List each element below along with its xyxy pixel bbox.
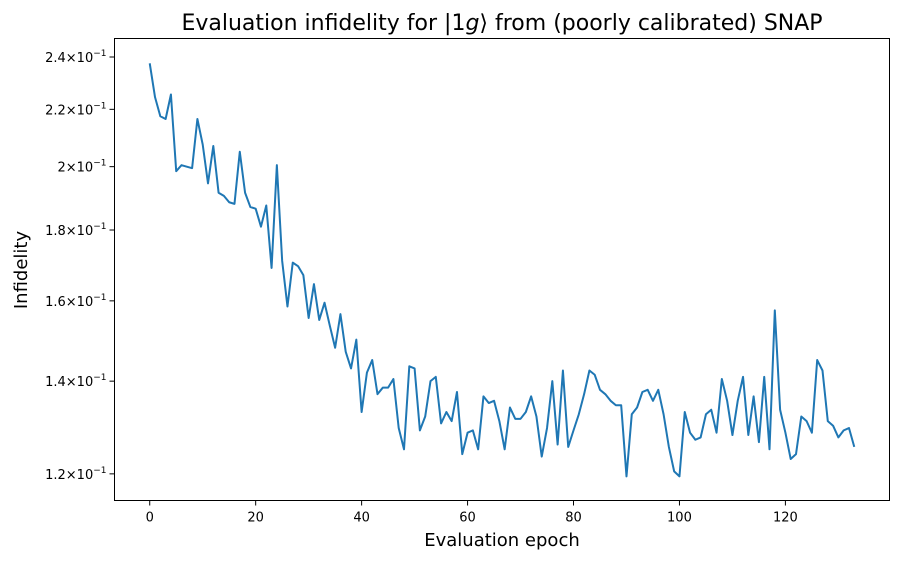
x-axis-label: Evaluation epoch <box>424 530 580 551</box>
series-group <box>148 63 856 478</box>
x-tick-label: 20 <box>247 511 264 526</box>
x-tick-label: 80 <box>565 511 582 526</box>
x-tick-label: 60 <box>459 511 476 526</box>
y-axis-label: Infidelity <box>11 231 32 310</box>
y-tick-label: 1.4×10−1 <box>45 373 106 390</box>
chart-title-part: Evaluation infidelity for |1 <box>181 11 465 36</box>
x-tick-label: 40 <box>353 511 370 526</box>
x-tick-label: 0 <box>146 511 154 526</box>
infidelity-series-line <box>148 63 856 478</box>
y-tick-label: 2.4×10−1 <box>45 49 106 66</box>
x-tick-label: 120 <box>773 511 798 526</box>
axes-frame <box>114 38 890 501</box>
chart-title-italic: g <box>465 11 479 36</box>
y-axis-ticks: 1.2×10−1 1.4×10−1 1.6×10−1 1.8×10−1 2×10−1 2.… <box>45 49 115 483</box>
chart-title-part: ⟩ from (poorly calibrated) SNAP <box>479 11 822 36</box>
y-tick-label: 1.2×10−1 <box>45 466 106 483</box>
y-tick-label: 1.8×10−1 <box>45 222 106 239</box>
chart-title: Evaluation infidelity for |1g⟩ from (poo… <box>181 11 822 36</box>
y-tick-label: 2×10−1 <box>58 159 107 176</box>
chart-title-group: Evaluation infidelity for |1g⟩ from (poo… <box>181 11 822 36</box>
x-axis-ticks: 0 20 40 60 80 100 120 <box>146 500 798 526</box>
y-tick-label: 2.2×10−1 <box>45 101 106 118</box>
y-tick-label: 1.6×10−1 <box>45 293 106 310</box>
x-tick-label: 100 <box>667 511 692 526</box>
